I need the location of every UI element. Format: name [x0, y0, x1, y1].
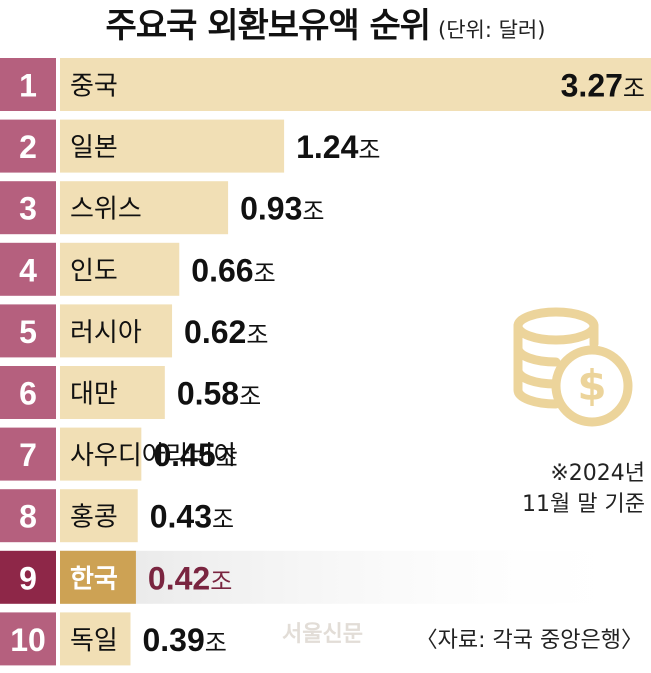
value-suffix: 조	[212, 506, 234, 534]
value-label: 0.42조	[148, 560, 232, 596]
value-suffix: 조	[246, 321, 268, 349]
rank-number: 5	[19, 314, 37, 350]
rank-badge	[0, 366, 56, 419]
value-label: 0.66조	[191, 252, 275, 288]
value-number: 0.43	[150, 499, 212, 535]
category-label: 홍콩	[70, 503, 118, 533]
value-label: 3.27조	[561, 68, 645, 104]
value-suffix: 조	[239, 383, 261, 411]
value-number: 1.24	[296, 129, 358, 165]
category-label: 한국	[70, 564, 118, 594]
chart-title: 주요국 외환보유액 순위	[105, 6, 431, 46]
bar	[60, 427, 142, 481]
bar	[60, 612, 131, 666]
rank-number: 4	[19, 252, 37, 288]
value-label: 0.39조	[142, 622, 226, 658]
note-line: 11월 말 기준	[522, 492, 645, 517]
rank-number: 3	[19, 191, 37, 227]
category-label: 인도	[70, 256, 118, 286]
value-suffix: 조	[210, 567, 232, 595]
value-suffix: 조	[358, 136, 380, 164]
value-number: 0.93	[240, 191, 302, 227]
bar	[60, 304, 173, 358]
rank-number: 2	[19, 129, 37, 165]
unit-note: (단위: 달러)	[438, 18, 546, 42]
rank-number: 8	[19, 499, 37, 535]
rank-badge	[0, 119, 56, 173]
rank-badge	[0, 489, 56, 543]
category-label: 일본	[70, 133, 118, 163]
rank-badge	[0, 242, 56, 296]
value-number: 0.66	[191, 252, 253, 288]
value-label: 0.93조	[240, 191, 324, 227]
rank-number: 9	[19, 560, 37, 596]
rank-badge	[0, 427, 56, 481]
value-suffix: 조	[205, 629, 227, 657]
category-label: 대만	[70, 380, 118, 410]
bar	[60, 489, 138, 543]
value-number: 0.45	[153, 437, 215, 473]
value-suffix: 조	[254, 259, 276, 287]
value-suffix: 조	[216, 444, 238, 472]
value-number: 3.27	[561, 68, 623, 104]
svg-text:$: $	[577, 361, 606, 410]
category-label: 스위스	[70, 195, 142, 225]
category-label: 러시아	[70, 318, 142, 348]
value-number: 0.42	[148, 560, 210, 596]
bar	[60, 119, 285, 173]
chart-title-block: 주요국 외환보유액 순위 (단위: 달러)	[0, 0, 651, 52]
value-label: 0.45조	[153, 437, 237, 473]
bar	[60, 181, 229, 235]
value-number: 0.39	[142, 622, 204, 658]
coins-dollar-icon: $	[513, 307, 633, 427]
note-line: ※2024년	[550, 461, 645, 486]
category-label: 중국	[70, 72, 118, 102]
value-suffix: 조	[302, 198, 324, 226]
rank-number: 7	[19, 437, 37, 473]
bar	[60, 242, 180, 296]
value-label: 0.58조	[177, 376, 261, 412]
rank-number: 10	[10, 622, 46, 658]
bar	[60, 58, 651, 111]
bar	[60, 550, 136, 604]
bar	[60, 366, 165, 419]
category-label: 사우디아라비아	[70, 441, 238, 471]
value-suffix: 조	[623, 75, 645, 103]
rank-badge	[0, 612, 56, 666]
value-label: 0.43조	[150, 499, 234, 535]
source-note: 〈자료: 각국 중앙은행〉	[415, 628, 643, 653]
rank-number: 6	[19, 376, 37, 412]
rank-badge	[0, 304, 56, 358]
rank-badge	[0, 181, 56, 235]
value-label: 1.24조	[296, 129, 380, 165]
rank-badge	[0, 550, 56, 604]
category-label: 독일	[70, 626, 118, 656]
value-label: 0.62조	[184, 314, 268, 350]
reference-date-note: ※2024년 11월 말 기준	[522, 458, 645, 520]
publisher-watermark: 서울신문	[282, 622, 363, 647]
rank-badge	[0, 58, 56, 111]
rank-number: 1	[19, 68, 37, 104]
value-number: 0.58	[177, 376, 239, 412]
highlight-row-background	[60, 550, 651, 604]
value-number: 0.62	[184, 314, 246, 350]
